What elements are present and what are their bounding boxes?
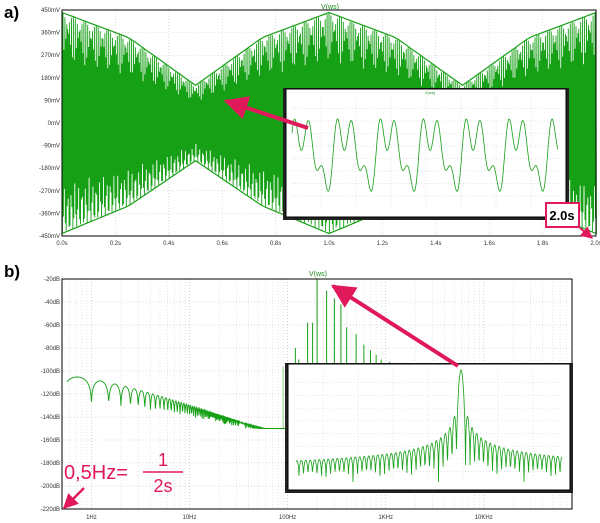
panel-b-title: V(ws) [309,271,327,278]
y-tick-label: -90mV [42,144,60,150]
x-tick-label: 0.4s [163,241,174,247]
y-tick-label: -180dB [41,461,60,467]
y-tick-label: -40dB [44,300,60,306]
annotation-numerator: 1 [158,450,168,470]
y-tick-label: -60dB [44,323,60,329]
inset-a-trace [291,118,559,192]
panel-a-x-ticks: 0.0s 0.2s 0.4s 0.6s 0.8s 1.0s 1.2s 1.4s 1.6s 1.8s… [56,241,600,247]
x-tick-label: 0.2s [110,241,121,247]
y-tick-label: 180mV [41,76,60,82]
x-tick-label: 1KHz [378,515,393,521]
y-tick-label: 0mV [48,121,60,127]
y-tick-label: -120dB [41,392,60,398]
panel-b-y-ticks: -20dB -40dB -60dB -80dB -100dB -120dB -140dB -1… [41,277,60,513]
x-tick-label: 1.8s [537,241,548,247]
callout-2s: 2.0s [545,202,593,239]
x-tick-label: 2.0s [590,241,600,247]
y-tick-label: 90mV [44,98,60,104]
panel-b-inset [285,363,573,493]
x-tick-label: 1.2s [377,241,388,247]
panel-b-x-ticks: 1Hz 10Hz 100Hz 1KHz 10KHz [86,515,493,521]
x-tick-label: 0.6s [217,241,228,247]
panel-b-arrow [330,284,460,368]
y-tick-label: -200dB [41,484,60,490]
x-tick-label: 1.0s [323,241,334,247]
y-tick-label: 360mV [41,31,60,37]
y-tick-label: -160dB [41,438,60,444]
annotation-half-hz: 0,5Hz= 1 2s [62,450,183,510]
y-tick-label: -100dB [41,369,60,375]
panel-a-arrow [223,96,309,130]
x-tick-label: 1.6s [484,241,495,247]
callout-2s-text: 2.0s [549,208,574,223]
y-tick-label: -180mV [39,166,60,172]
annotation-arrow [62,487,85,510]
y-tick-label: -360mV [39,211,60,217]
annotation-denominator: 2s [153,476,172,496]
y-tick-label: -450mV [39,234,60,240]
inset-a-title: V(ws) [425,90,436,95]
annotation-prefix: 0,5Hz= [64,462,128,484]
y-tick-label: -80dB [44,346,60,352]
panel-a-inset: V(ws) [283,88,569,220]
callout-2s-arrow [579,226,593,239]
panel-b-label: b) [4,262,20,281]
inset-b-trace [295,369,563,483]
panel-a-title: V(ws) [321,4,339,11]
y-tick-label: -220dB [41,507,60,513]
panel-a-label: a) [4,3,19,22]
envelope-upper [61,11,597,87]
x-tick-label: 1.4s [430,241,441,247]
panel-a-frame [61,9,597,237]
x-tick-label: 10KHz [475,515,493,521]
x-tick-label: 0.8s [270,241,281,247]
y-tick-label: -270mV [39,189,60,195]
callout-2s-box [545,202,580,228]
y-tick-label: -20dB [44,277,60,283]
y-tick-label: 450mV [41,8,60,14]
y-tick-label: -140dB [41,415,60,421]
x-tick-label: 100Hz [279,515,296,521]
x-tick-label: 10Hz [182,515,196,521]
y-tick-label: 270mV [41,53,60,59]
panel-a-y-ticks: 450mV 360mV 270mV 180mV 90mV 0mV -90mV -180mV -2… [39,8,60,240]
x-tick-label: 0.0s [56,241,67,247]
x-tick-label: 1Hz [86,515,97,521]
